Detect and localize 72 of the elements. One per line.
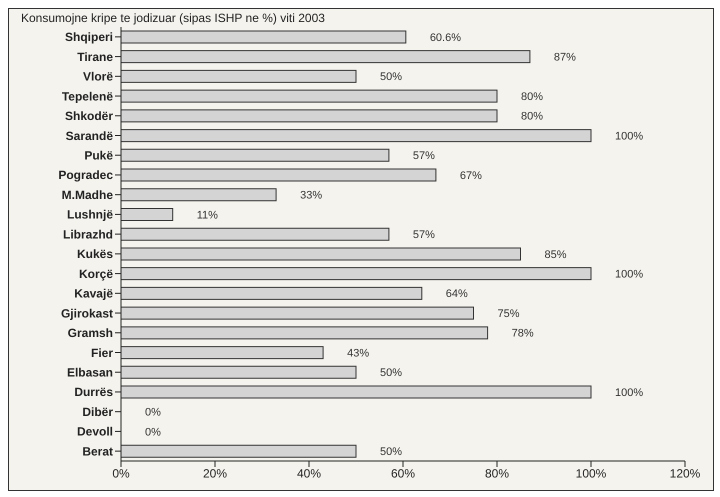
- data-label: 33%: [300, 190, 322, 202]
- y-tick-label: Tepelenë: [62, 89, 114, 104]
- bar: [121, 444, 356, 458]
- y-tick-label: Shqiperi: [64, 30, 113, 44]
- bar: [121, 208, 174, 221]
- data-label: 50%: [380, 446, 402, 458]
- x-tick-label: 0%: [112, 466, 130, 481]
- chart-title: Konsumojne kripe te jodizuar (sipas ISHP ne %) viti 2003: [21, 11, 325, 25]
- data-label: 43%: [347, 347, 370, 360]
- data-label: 0%: [145, 406, 162, 419]
- data-label: 60.6%: [430, 32, 462, 44]
- bar: [121, 228, 390, 241]
- data-label: 57%: [412, 229, 436, 242]
- data-label: 64%: [446, 288, 468, 300]
- x-tick-label: 80%: [484, 466, 510, 481]
- y-tick-label: M.Madhe: [62, 188, 114, 202]
- data-label: 100%: [615, 268, 644, 280]
- bar: [121, 109, 498, 122]
- y-tick-label: Berat: [82, 444, 113, 458]
- y-tick-label: Kukës: [76, 247, 114, 262]
- data-label: 50%: [380, 367, 402, 380]
- x-tick-label: 20%: [202, 466, 228, 481]
- y-tick-label: Vlorë: [82, 70, 114, 84]
- y-tick-label: Elbasan: [66, 365, 113, 380]
- bar: [121, 386, 592, 399]
- y-tick-label: Fier: [90, 346, 114, 360]
- bar: [121, 129, 592, 142]
- y-tick-label: Devoll: [76, 424, 113, 439]
- data-label: 57%: [412, 150, 436, 162]
- x-tick-label: 120%: [670, 466, 701, 481]
- data-label: 67%: [460, 170, 482, 182]
- y-tick-label: Pogradec: [58, 168, 114, 182]
- bar: [121, 50, 530, 64]
- data-label: 80%: [521, 90, 544, 103]
- y-tick-label: Lushnjë: [66, 208, 114, 222]
- data-label: 100%: [615, 130, 644, 142]
- x-tick-label: 40%: [296, 466, 322, 481]
- data-label: 85%: [544, 248, 567, 261]
- bar: [121, 30, 406, 44]
- data-label: 50%: [380, 71, 402, 84]
- y-tick-label: Gramsh: [68, 326, 113, 340]
- bar: [121, 70, 356, 83]
- y-tick-label: Durrës: [74, 385, 114, 400]
- data-label: 100%: [615, 386, 644, 399]
- x-tick-label: 60%: [390, 466, 416, 481]
- bar: [121, 168, 436, 182]
- bar: [121, 326, 488, 340]
- data-label: 80%: [521, 110, 544, 123]
- bar: [121, 306, 474, 320]
- y-tick-label: Korçë: [78, 266, 114, 281]
- data-label: 78%: [512, 328, 534, 340]
- bar: [121, 267, 592, 280]
- y-tick-label: Tirane: [77, 50, 114, 64]
- y-tick-label: Shkodër: [64, 109, 114, 124]
- bar: [121, 247, 521, 260]
- data-label: 11%: [196, 209, 218, 222]
- y-tick-label: Gjirokast: [60, 306, 113, 320]
- bar: [121, 90, 498, 103]
- data-label: 87%: [554, 51, 576, 64]
- bar: [121, 346, 324, 360]
- bar: [121, 148, 390, 162]
- y-tick-label: Sarandë: [66, 128, 114, 143]
- y-tick-label: Librazhd: [63, 227, 113, 242]
- bar: [121, 366, 356, 379]
- y-tick-label: Pukë: [84, 148, 114, 162]
- bar: [121, 286, 422, 300]
- bar: [121, 188, 277, 202]
- x-tick-label: 100%: [576, 466, 607, 481]
- data-label: 0%: [145, 426, 162, 438]
- data-label: 75%: [498, 308, 520, 320]
- y-tick-label: Dibër: [82, 404, 114, 419]
- y-tick-label: Kavajë: [74, 286, 114, 301]
